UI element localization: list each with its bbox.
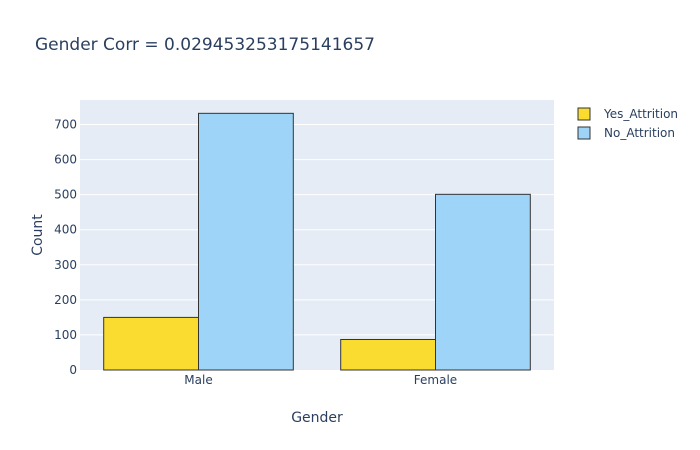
bar-no-attrition-male[interactable]: [198, 112, 294, 371]
y-tick-label: 200: [54, 293, 77, 307]
bar-yes-attrition-female[interactable]: [340, 338, 437, 371]
y-axis-title: Count: [30, 214, 46, 256]
y-axis-ticks: 0 100 200 300 400 500 600 700: [54, 118, 77, 377]
y-tick-label: 700: [54, 118, 77, 132]
legend-item-yes-attrition[interactable]: Yes_Attrition: [577, 107, 678, 121]
chart-title: Gender Corr = 0.029453253175141657: [35, 35, 375, 55]
y-tick-label: 300: [54, 258, 77, 272]
y-tick-label: 100: [54, 328, 77, 342]
bars: [103, 112, 531, 371]
bar-yes-attrition-male[interactable]: [103, 316, 199, 371]
x-tick-label: Male: [184, 373, 212, 387]
legend-label: No_Attrition: [604, 126, 675, 140]
legend-swatch: [577, 126, 591, 140]
y-tick-label: 600: [54, 153, 77, 167]
legend-swatch: [577, 107, 591, 121]
bar-no-attrition-female[interactable]: [435, 193, 531, 371]
legend[interactable]: Yes_Attrition No_Attrition: [577, 107, 678, 140]
x-tick-label: Female: [414, 373, 457, 387]
legend-label: Yes_Attrition: [603, 107, 678, 121]
legend-item-no-attrition[interactable]: No_Attrition: [577, 126, 675, 140]
y-tick-label: 0: [69, 363, 77, 377]
x-axis-title: Gender: [291, 410, 343, 426]
y-tick-label: 400: [54, 223, 77, 237]
x-axis-ticks: Male Female: [184, 373, 457, 387]
y-tick-label: 500: [54, 188, 77, 202]
